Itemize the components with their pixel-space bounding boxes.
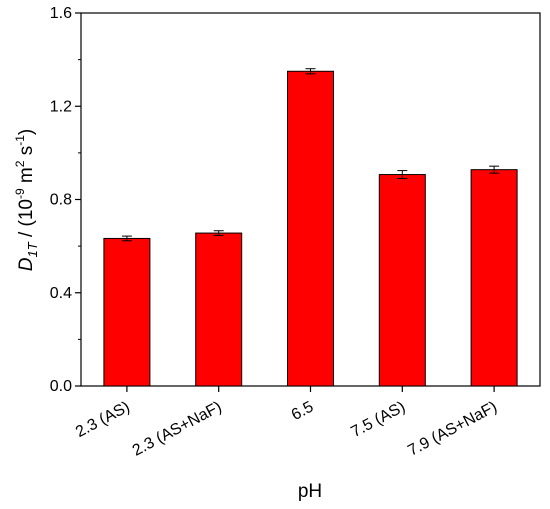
x-tick-label: 2.3 (AS+NaF) xyxy=(130,399,225,460)
x-tick-label: 7.9 (AS+NaF) xyxy=(405,399,500,460)
y-tick-label: 1.2 xyxy=(50,98,72,115)
y-tick-label: 0.8 xyxy=(50,192,72,209)
error-bars xyxy=(121,68,500,242)
y-axis: 0.0 0.4 0.8 1.2 1.6 xyxy=(50,5,81,395)
x-axis-title: pH xyxy=(298,481,322,502)
x-tick-label: 2.3 (AS) xyxy=(73,399,133,442)
x-tick-label: 7.5 (AS) xyxy=(348,399,408,442)
bar xyxy=(287,70,334,387)
bar xyxy=(378,174,426,387)
bars xyxy=(103,70,518,387)
y-axis-title: D1T / (10-9 m2 s-1) xyxy=(13,129,40,271)
x-tick-label: 6.5 xyxy=(289,398,317,423)
y-tick-label: 0.4 xyxy=(50,285,72,302)
bar xyxy=(103,237,151,387)
x-axis: 2.3 (AS)2.3 (AS+NaF) 6.5 7.5 (AS)7.9 (AS+N… xyxy=(73,386,500,460)
bar xyxy=(195,232,243,387)
bar xyxy=(470,169,518,387)
y-tick-label: 1.6 xyxy=(50,5,72,22)
y-tick-label: 0.0 xyxy=(50,378,72,395)
